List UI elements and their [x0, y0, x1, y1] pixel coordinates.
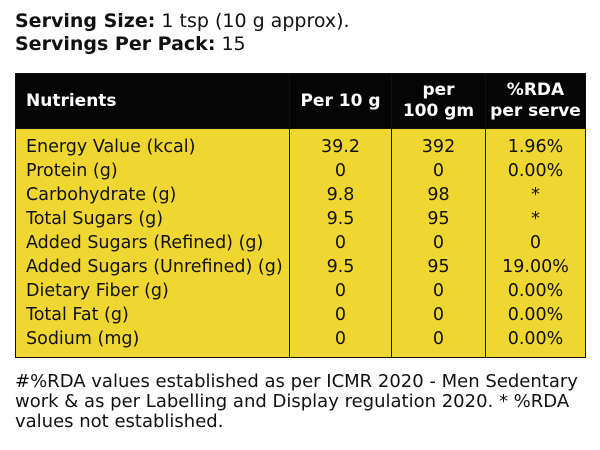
per-10g-value: 0 — [289, 159, 392, 183]
per-10g-value: 0 — [289, 327, 392, 358]
serving-size-value: 1 tsp (10 g approx). — [161, 10, 350, 32]
nutrient-name: Sodium (mg) — [15, 327, 290, 358]
per-10g-value: 9.8 — [289, 183, 392, 207]
table-row: Protein (g) 0 0 0.00% — [15, 159, 586, 183]
serving-size-line: Serving Size: 1 tsp (10 g approx). — [15, 10, 350, 33]
per-100gm-value: 392 — [391, 128, 486, 159]
per-10g-value: 0 — [289, 231, 392, 255]
serving-size-label: Serving Size: — [15, 10, 156, 32]
table-row: Added Sugars (Unrefined) (g) 9.5 95 19.00% — [15, 255, 586, 279]
per-100gm-value: 95 — [391, 207, 486, 231]
per-10g-value: 0 — [289, 303, 392, 327]
servings-per-pack-value: 15 — [221, 33, 246, 55]
nutrient-name: Total Sugars (g) — [15, 207, 290, 231]
rda-value: 19.00% — [485, 255, 586, 279]
per-100gm-value: 0 — [391, 327, 486, 358]
header-nutrients: Nutrients — [15, 73, 290, 129]
per-100gm-value: 0 — [391, 231, 486, 255]
per-100gm-value: 0 — [391, 279, 486, 303]
header-rda-line1: %RDA — [506, 80, 565, 100]
table-header-row: Nutrients Per 10 g per 100 gm %RDA per s… — [15, 73, 586, 129]
header-rda-per-serve: %RDA per serve — [485, 73, 586, 129]
rda-value: 1.96% — [485, 128, 586, 159]
rda-value: * — [485, 183, 586, 207]
servings-per-pack-line: Servings Per Pack: 15 — [15, 33, 350, 56]
nutrient-name: Total Fat (g) — [15, 303, 290, 327]
nutrient-name: Energy Value (kcal) — [15, 128, 290, 159]
rda-value: 0.00% — [485, 327, 586, 358]
rda-value: 0.00% — [485, 279, 586, 303]
table-row: Dietary Fiber (g) 0 0 0.00% — [15, 279, 586, 303]
nutrient-name: Carbohydrate (g) — [15, 183, 290, 207]
table-row: Total Fat (g) 0 0 0.00% — [15, 303, 586, 327]
rda-value: 0.00% — [485, 159, 586, 183]
nutrient-name: Added Sugars (Unrefined) (g) — [15, 255, 290, 279]
rda-value: 0.00% — [485, 303, 586, 327]
header-rda-line2: per serve — [490, 101, 581, 121]
per-100gm-value: 0 — [391, 159, 486, 183]
nutrient-name: Added Sugars (Refined) (g) — [15, 231, 290, 255]
nutrient-name: Dietary Fiber (g) — [15, 279, 290, 303]
nutrition-table: Nutrients Per 10 g per 100 gm %RDA per s… — [15, 73, 586, 358]
table-row: Energy Value (kcal) 39.2 392 1.96% — [15, 128, 586, 159]
per-10g-value: 9.5 — [289, 207, 392, 231]
serving-info: Serving Size: 1 tsp (10 g approx). Servi… — [15, 10, 350, 56]
header-per-100gm-line2: 100 gm — [402, 101, 475, 121]
nutrient-name: Protein (g) — [15, 159, 290, 183]
header-per-100gm: per 100 gm — [391, 73, 486, 129]
table-row: Sodium (mg) 0 0 0.00% — [15, 327, 586, 358]
per-10g-value: 0 — [289, 279, 392, 303]
per-10g-value: 39.2 — [289, 128, 392, 159]
per-100gm-value: 98 — [391, 183, 486, 207]
servings-per-pack-label: Servings Per Pack: — [15, 33, 216, 55]
rda-value: * — [485, 207, 586, 231]
footnote: #%RDA values established as per ICMR 202… — [15, 371, 578, 432]
per-100gm-value: 0 — [391, 303, 486, 327]
rda-value: 0 — [485, 231, 586, 255]
header-per-100gm-line1: per — [422, 80, 455, 100]
per-10g-value: 9.5 — [289, 255, 392, 279]
per-100gm-value: 95 — [391, 255, 486, 279]
table-row: Added Sugars (Refined) (g) 0 0 0 — [15, 231, 586, 255]
table-row: Total Sugars (g) 9.5 95 * — [15, 207, 586, 231]
table-body: Energy Value (kcal) 39.2 392 1.96% Protein (… — [15, 128, 586, 358]
header-per-10g: Per 10 g — [289, 73, 392, 129]
table-row: Carbohydrate (g) 9.8 98 * — [15, 183, 586, 207]
